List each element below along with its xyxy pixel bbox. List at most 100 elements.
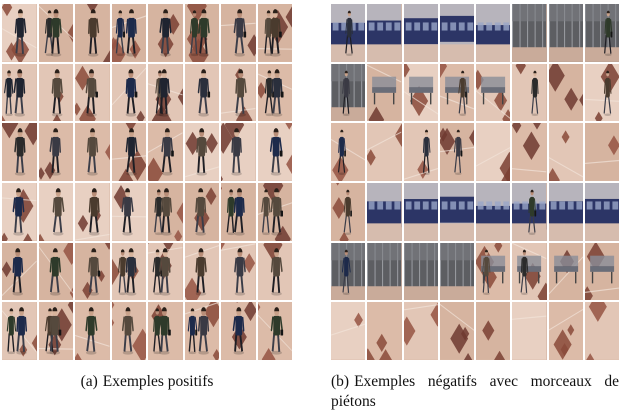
pedestrian-thumbnail	[111, 4, 146, 62]
pedestrian-thumbnail	[38, 4, 73, 62]
pedestrian-thumbnail	[148, 4, 183, 62]
background-thumbnail	[548, 242, 583, 301]
pedestrian-thumbnail	[2, 63, 37, 122]
pedestrian-thumbnail	[148, 123, 183, 181]
pedestrian-thumbnail	[75, 242, 110, 301]
background-thumbnail	[367, 302, 402, 360]
pedestrian-thumbnail	[257, 183, 292, 241]
pedestrian-thumbnail	[184, 4, 219, 62]
background-thumbnail	[331, 123, 366, 181]
background-thumbnail	[548, 63, 583, 122]
caption-negative-examples: (b) Exemples négatifs avec morceaux de pi…	[331, 372, 619, 412]
background-thumbnail	[512, 183, 547, 241]
caption-text-b: Exemples négatifs avec morceaux de piéto…	[331, 373, 619, 410]
background-thumbnail	[476, 183, 511, 241]
pedestrian-thumbnail	[75, 4, 110, 62]
pedestrian-thumbnail	[148, 63, 183, 122]
pedestrian-thumbnail	[2, 302, 37, 360]
background-thumbnail	[476, 123, 511, 181]
pedestrian-thumbnail	[2, 183, 37, 241]
background-thumbnail	[548, 123, 583, 181]
caption-label-b: (b)	[331, 373, 350, 390]
background-thumbnail	[367, 123, 402, 181]
pedestrian-thumbnail	[75, 63, 110, 122]
negative-examples-grid	[331, 4, 619, 360]
background-thumbnail	[331, 63, 366, 122]
pedestrian-thumbnail	[148, 183, 183, 241]
background-thumbnail	[331, 242, 366, 301]
caption-positive-examples: (a) Exemples positifs	[2, 372, 292, 392]
background-thumbnail	[512, 4, 547, 62]
background-thumbnail	[584, 302, 619, 360]
background-thumbnail	[476, 4, 511, 62]
background-thumbnail	[512, 242, 547, 301]
pedestrian-thumbnail	[38, 302, 73, 360]
background-thumbnail	[439, 4, 474, 62]
background-thumbnail	[331, 302, 366, 360]
background-thumbnail	[367, 183, 402, 241]
background-thumbnail	[439, 183, 474, 241]
pedestrian-thumbnail	[221, 183, 256, 241]
background-thumbnail	[367, 4, 402, 62]
pedestrian-thumbnail	[111, 242, 146, 301]
background-thumbnail	[403, 123, 438, 181]
background-thumbnail	[476, 242, 511, 301]
caption-label-a: (a)	[80, 373, 98, 390]
background-thumbnail	[512, 302, 547, 360]
background-thumbnail	[367, 242, 402, 301]
pedestrian-thumbnail	[38, 183, 73, 241]
pedestrian-thumbnail	[221, 63, 256, 122]
background-thumbnail	[584, 63, 619, 122]
pedestrian-thumbnail	[257, 302, 292, 360]
pedestrian-thumbnail	[111, 123, 146, 181]
pedestrian-thumbnail	[2, 242, 37, 301]
background-thumbnail	[584, 123, 619, 181]
pedestrian-thumbnail	[221, 242, 256, 301]
pedestrian-thumbnail	[221, 4, 256, 62]
pedestrian-thumbnail	[38, 123, 73, 181]
background-thumbnail	[512, 123, 547, 181]
pedestrian-thumbnail	[184, 63, 219, 122]
background-thumbnail	[331, 4, 366, 62]
background-thumbnail	[548, 302, 583, 360]
background-thumbnail	[403, 302, 438, 360]
background-thumbnail	[584, 4, 619, 62]
pedestrian-thumbnail	[184, 123, 219, 181]
pedestrian-thumbnail	[111, 183, 146, 241]
pedestrian-thumbnail	[111, 63, 146, 122]
pedestrian-thumbnail	[38, 242, 73, 301]
background-thumbnail	[439, 302, 474, 360]
pedestrian-thumbnail	[148, 242, 183, 301]
pedestrian-thumbnail	[257, 63, 292, 122]
pedestrian-thumbnail	[148, 302, 183, 360]
pedestrian-thumbnail	[184, 183, 219, 241]
pedestrian-thumbnail	[221, 123, 256, 181]
pedestrian-thumbnail	[2, 123, 37, 181]
background-thumbnail	[439, 123, 474, 181]
background-thumbnail	[403, 63, 438, 122]
background-thumbnail	[512, 63, 547, 122]
pedestrian-thumbnail	[111, 302, 146, 360]
pedestrian-thumbnail	[184, 302, 219, 360]
background-thumbnail	[548, 183, 583, 241]
caption-text-a: Exemples positifs	[102, 373, 214, 390]
positive-examples-grid	[2, 4, 292, 360]
pedestrian-thumbnail	[184, 242, 219, 301]
pedestrian-thumbnail	[2, 4, 37, 62]
background-thumbnail	[331, 183, 366, 241]
background-thumbnail	[584, 183, 619, 241]
pedestrian-thumbnail	[257, 242, 292, 301]
pedestrian-thumbnail	[75, 123, 110, 181]
background-thumbnail	[548, 4, 583, 62]
background-thumbnail	[439, 63, 474, 122]
background-thumbnail	[403, 4, 438, 62]
pedestrian-thumbnail	[75, 183, 110, 241]
pedestrian-thumbnail	[38, 63, 73, 122]
background-thumbnail	[476, 302, 511, 360]
background-thumbnail	[584, 242, 619, 301]
background-thumbnail	[403, 242, 438, 301]
pedestrian-thumbnail	[257, 123, 292, 181]
pedestrian-thumbnail	[221, 302, 256, 360]
background-thumbnail	[367, 63, 402, 122]
background-thumbnail	[439, 242, 474, 301]
